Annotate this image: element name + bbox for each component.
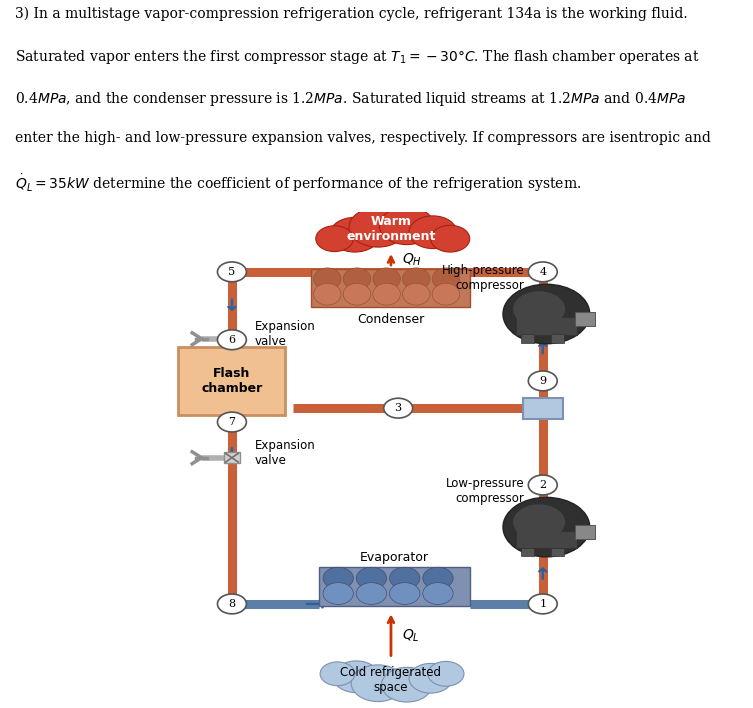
Text: 4: 4 <box>539 267 547 277</box>
Circle shape <box>382 668 432 702</box>
Text: 2: 2 <box>539 480 547 490</box>
Ellipse shape <box>313 283 341 305</box>
Circle shape <box>316 226 353 251</box>
Text: Low-pressure
compressor: Low-pressure compressor <box>446 476 525 505</box>
Circle shape <box>218 594 246 614</box>
FancyBboxPatch shape <box>516 530 577 549</box>
Ellipse shape <box>356 583 386 605</box>
Text: Evaporator: Evaporator <box>360 552 429 564</box>
Text: 7: 7 <box>228 417 236 427</box>
Ellipse shape <box>323 583 353 605</box>
Circle shape <box>513 291 566 327</box>
Text: 3) In a multistage vapor-compression refrigeration cycle, refrigerant 134a is th: 3) In a multistage vapor-compression ref… <box>15 7 687 21</box>
Text: Condenser: Condenser <box>358 312 425 326</box>
Circle shape <box>409 216 457 249</box>
Circle shape <box>320 662 355 685</box>
FancyBboxPatch shape <box>575 525 595 539</box>
Circle shape <box>330 217 380 252</box>
Text: enter the high- and low-pressure expansion valves, respectively. If compressors : enter the high- and low-pressure expansi… <box>15 132 711 145</box>
Circle shape <box>349 207 407 247</box>
Text: 8: 8 <box>228 599 236 609</box>
Text: 5: 5 <box>228 267 236 277</box>
FancyBboxPatch shape <box>551 547 565 556</box>
Ellipse shape <box>373 268 401 290</box>
Ellipse shape <box>343 283 370 305</box>
Circle shape <box>529 475 557 495</box>
Ellipse shape <box>422 583 453 605</box>
Text: $\dot{Q}_L = 35kW$ determine the coefficient of performance of the refrigeration: $\dot{Q}_L = 35kW$ determine the coeffic… <box>15 173 581 195</box>
Text: 9: 9 <box>539 376 547 386</box>
Circle shape <box>529 262 557 282</box>
FancyBboxPatch shape <box>319 566 471 606</box>
Ellipse shape <box>389 567 420 589</box>
Text: Cold refrigerated
space: Cold refrigerated space <box>340 666 441 694</box>
FancyBboxPatch shape <box>312 270 471 307</box>
Circle shape <box>218 412 246 432</box>
Text: $Q_H$: $Q_H$ <box>402 251 422 268</box>
FancyBboxPatch shape <box>224 452 240 463</box>
Ellipse shape <box>373 283 401 305</box>
Circle shape <box>428 661 464 686</box>
Text: Expansion
valve: Expansion valve <box>255 320 316 348</box>
FancyBboxPatch shape <box>224 333 240 344</box>
Circle shape <box>218 330 246 350</box>
Ellipse shape <box>432 268 459 290</box>
Circle shape <box>513 504 566 540</box>
FancyBboxPatch shape <box>523 398 562 418</box>
Ellipse shape <box>403 268 430 290</box>
Circle shape <box>380 207 434 244</box>
Circle shape <box>503 497 590 556</box>
Circle shape <box>333 661 380 692</box>
Text: Saturated vapor enters the first compressor stage at $T_1 = -30°C$. The flash ch: Saturated vapor enters the first compres… <box>15 49 700 67</box>
Ellipse shape <box>389 583 420 605</box>
Circle shape <box>431 225 470 252</box>
Circle shape <box>351 665 404 702</box>
Circle shape <box>529 594 557 614</box>
Ellipse shape <box>422 567 453 589</box>
Circle shape <box>218 262 246 282</box>
Text: 6: 6 <box>228 335 236 345</box>
FancyBboxPatch shape <box>551 334 565 343</box>
Ellipse shape <box>343 268 370 290</box>
Ellipse shape <box>356 567 386 589</box>
Text: High-pressure
compressor: High-pressure compressor <box>442 263 525 292</box>
Circle shape <box>384 398 413 418</box>
Text: $Q_L$: $Q_L$ <box>402 628 419 644</box>
Circle shape <box>409 663 453 693</box>
Ellipse shape <box>313 268 341 290</box>
FancyBboxPatch shape <box>521 547 534 556</box>
FancyBboxPatch shape <box>521 334 534 343</box>
Circle shape <box>503 284 590 343</box>
Text: 0.4$MPa$, and the condenser pressure is 1.2$MPa$. Saturated liquid streams at 1.: 0.4$MPa$, and the condenser pressure is … <box>15 90 686 108</box>
Ellipse shape <box>403 283 430 305</box>
FancyBboxPatch shape <box>575 312 595 326</box>
Ellipse shape <box>432 283 459 305</box>
Ellipse shape <box>323 567 353 589</box>
Text: 1: 1 <box>539 599 547 609</box>
FancyBboxPatch shape <box>516 317 577 336</box>
FancyBboxPatch shape <box>178 347 285 415</box>
Text: Flash
chamber: Flash chamber <box>201 367 263 395</box>
Text: 3: 3 <box>395 403 402 413</box>
Text: Warm
environment: Warm environment <box>346 215 436 243</box>
Circle shape <box>529 371 557 391</box>
Text: Expansion
valve: Expansion valve <box>255 439 316 467</box>
